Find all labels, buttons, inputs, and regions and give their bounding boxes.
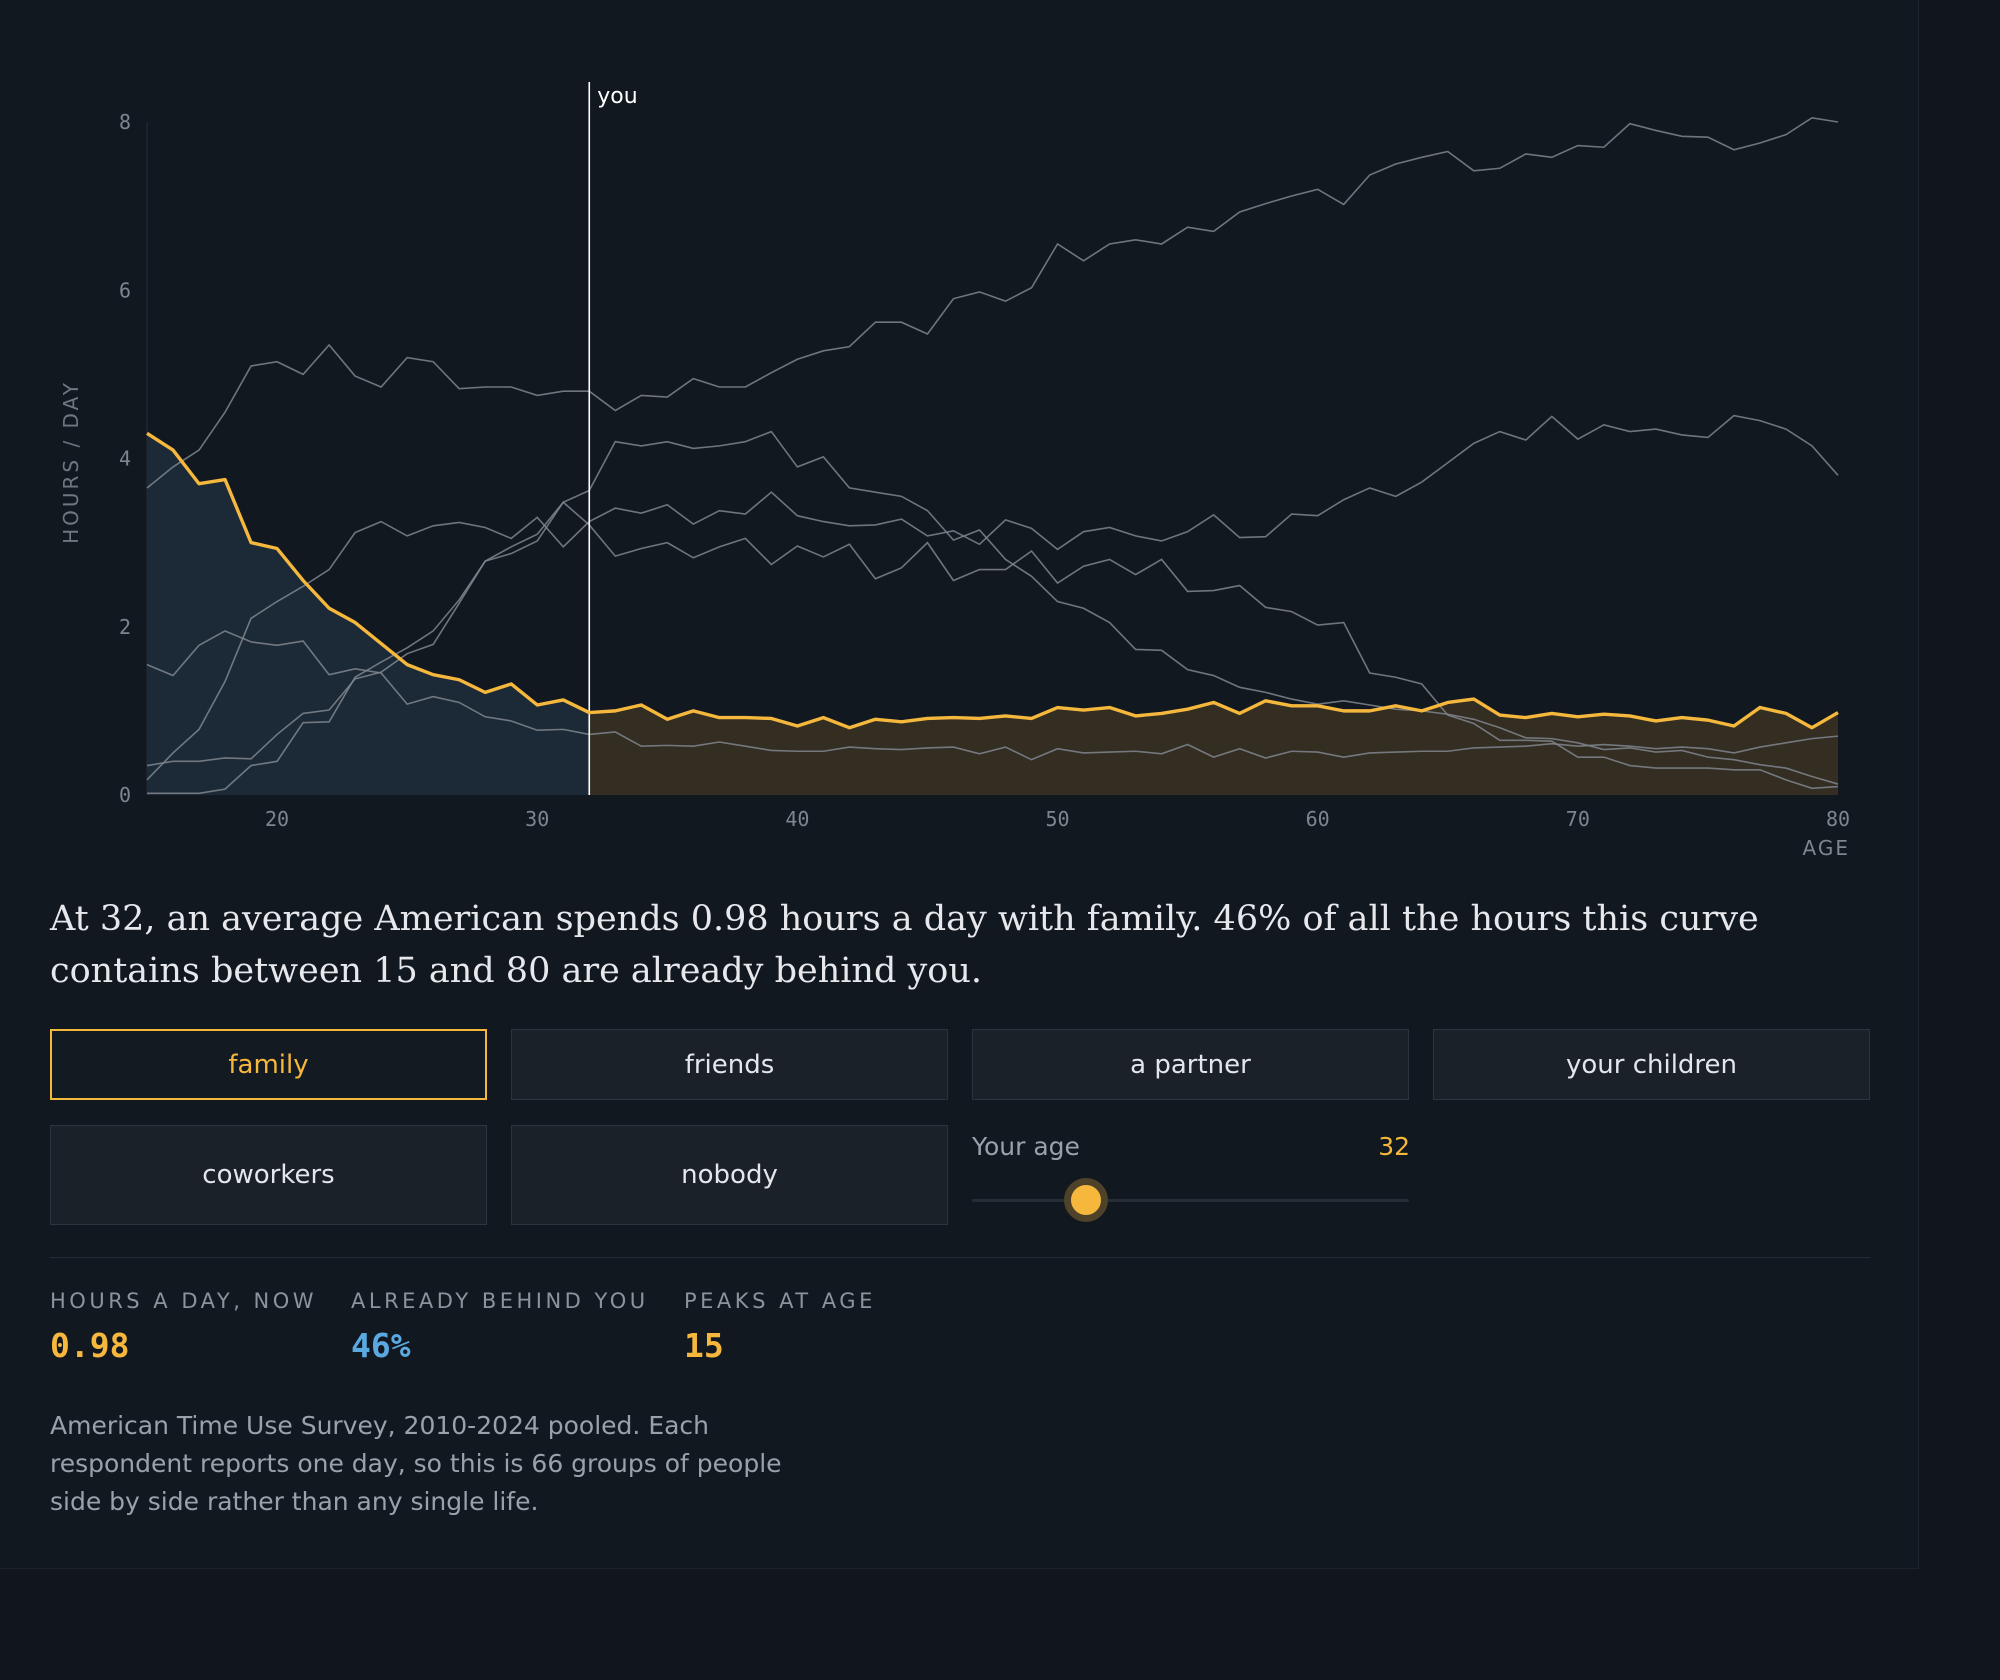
- option-friends-button[interactable]: friends: [511, 1029, 948, 1100]
- past-area-fill: [147, 433, 590, 795]
- series-line-3: [146, 414, 1839, 781]
- age-slider-label: Your age: [972, 1132, 1080, 1161]
- x-tick-label: 40: [785, 807, 809, 831]
- option-children-button[interactable]: your children: [1433, 1029, 1870, 1100]
- stat-peak-label: PEAKS AT AGE: [684, 1289, 876, 1313]
- y-tick-label: 2: [119, 615, 131, 639]
- x-tick-label: 70: [1566, 807, 1590, 831]
- stat-hours-label: HOURS A DAY, NOW: [50, 1289, 318, 1313]
- hours-chart: you 0 2 4 6 8 20 30 40 50 60 70 80 AGE HOURS / DAY: [59, 82, 1850, 860]
- series-line-5: [147, 501, 1839, 795]
- age-slider-thumb[interactable]: [1064, 1178, 1109, 1222]
- y-axis-title: HOURS / DAY: [59, 380, 83, 544]
- age-slider-track[interactable]: [972, 1199, 1409, 1202]
- you-marker-label: you: [597, 84, 637, 109]
- source-note: American Time Use Survey, 2010-2024 pool…: [50, 1411, 782, 1516]
- y-tick-label: 4: [119, 447, 131, 471]
- stat-peak-value: 15: [684, 1326, 724, 1365]
- future-area-fill: [589, 699, 1839, 795]
- summary-headline: At 32, an average American spends 0.98 h…: [50, 899, 1759, 991]
- option-nobody-button[interactable]: nobody: [511, 1125, 948, 1225]
- x-tick-label: 60: [1306, 807, 1330, 831]
- option-partner-button[interactable]: a partner: [972, 1029, 1409, 1100]
- x-tick-label: 20: [265, 807, 289, 831]
- family-series-line: [146, 431, 1839, 730]
- stat-behind-value: 46%: [351, 1326, 411, 1365]
- stat-behind-label: ALREADY BEHIND YOU: [351, 1289, 649, 1313]
- option-coworkers-button[interactable]: coworkers: [50, 1125, 487, 1225]
- series-line-1: [146, 116, 1839, 489]
- section-divider: [50, 1257, 1870, 1258]
- x-tick-label: 30: [525, 807, 549, 831]
- series-line-4: [146, 430, 1839, 785]
- y-tick-label: 8: [119, 110, 131, 134]
- y-tick-label: 6: [119, 278, 131, 302]
- x-tick-label: 80: [1826, 807, 1850, 831]
- age-slider-value: 32: [1378, 1132, 1410, 1161]
- x-axis-title: AGE: [1803, 836, 1850, 860]
- stat-hours-value: 0.98: [50, 1326, 130, 1365]
- x-tick-label: 50: [1045, 807, 1069, 831]
- y-tick-label: 0: [119, 783, 131, 807]
- option-family-button[interactable]: family: [50, 1029, 487, 1100]
